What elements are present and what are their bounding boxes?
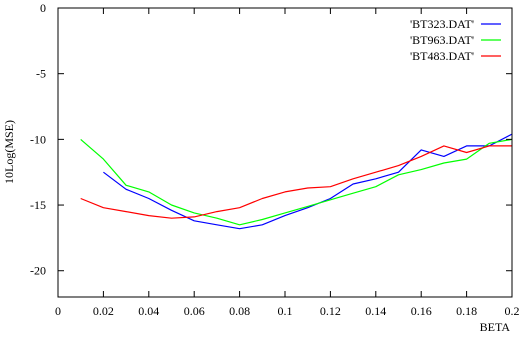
x-tick-label: 0.02: [93, 304, 114, 318]
y-tick-label: -10: [30, 132, 46, 146]
series-line-1: [80, 138, 513, 226]
y-tick-label: 0: [40, 1, 46, 15]
x-tick-label: 0.04: [138, 304, 159, 318]
y-tick-label: -5: [36, 67, 46, 81]
x-tick-label: 0.12: [320, 304, 341, 318]
x-tick-label: 0.16: [411, 304, 432, 318]
y-tick-label: -20: [30, 264, 46, 278]
legend-label-2: 'BT483.DAT': [410, 49, 474, 63]
x-tick-label: 0.06: [184, 304, 205, 318]
x-tick-label: 0.14: [365, 304, 386, 318]
x-tick-label: 0.18: [456, 304, 477, 318]
legend-label-1: 'BT963.DAT': [410, 33, 474, 47]
x-tick-label: 0.1: [278, 304, 293, 318]
x-tick-label: 0.08: [229, 304, 250, 318]
y-tick-label: -15: [30, 198, 46, 212]
series-line-2: [80, 145, 512, 219]
x-axis-title: BETA: [480, 320, 511, 334]
series-line-0: [103, 133, 513, 230]
x-tick-label: 0: [55, 304, 61, 318]
x-tick-label: 0.2: [505, 304, 520, 318]
legend-label-0: 'BT323.DAT': [410, 17, 474, 31]
y-axis-title: 10Log(MSE): [2, 120, 16, 184]
